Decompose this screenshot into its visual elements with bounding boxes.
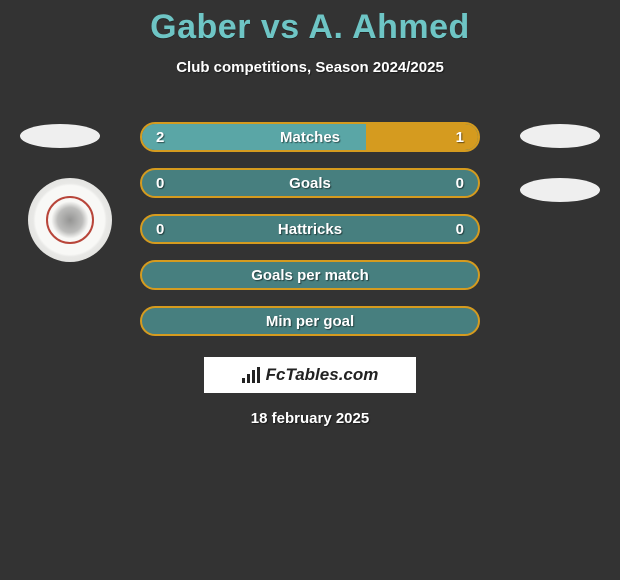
brand-box[interactable]: FcTables.com xyxy=(202,355,418,395)
subtitle: Club competitions, Season 2024/2025 xyxy=(0,59,620,76)
stat-label: Matches xyxy=(142,129,478,146)
stat-row-matches: 2 Matches 1 xyxy=(140,122,480,152)
stat-label: Min per goal xyxy=(266,313,354,330)
brand-text: FcTables.com xyxy=(266,365,379,385)
stat-right-value: 1 xyxy=(456,129,464,146)
date-text: 18 february 2025 xyxy=(0,410,620,427)
stat-label: Goals per match xyxy=(251,267,369,284)
stat-row-hattricks: 0 Hattricks 0 xyxy=(140,214,480,244)
player-right-avatar xyxy=(520,124,600,148)
stat-row-mpg: Min per goal xyxy=(140,306,480,336)
page-title: Gaber vs A. Ahmed xyxy=(0,0,620,47)
stat-right-value: 0 xyxy=(456,221,464,238)
stats-container: 2 Matches 1 0 Goals 0 0 Hattricks 0 Goal… xyxy=(140,122,480,352)
stat-row-goals: 0 Goals 0 xyxy=(140,168,480,198)
club-left-badge xyxy=(28,178,112,262)
stat-row-gpm: Goals per match xyxy=(140,260,480,290)
stat-label: Goals xyxy=(142,175,478,192)
stat-label: Hattricks xyxy=(142,221,478,238)
club-right-badge xyxy=(520,178,600,202)
player-left-avatar xyxy=(20,124,100,148)
bars-icon xyxy=(242,367,262,383)
stat-right-value: 0 xyxy=(456,175,464,192)
